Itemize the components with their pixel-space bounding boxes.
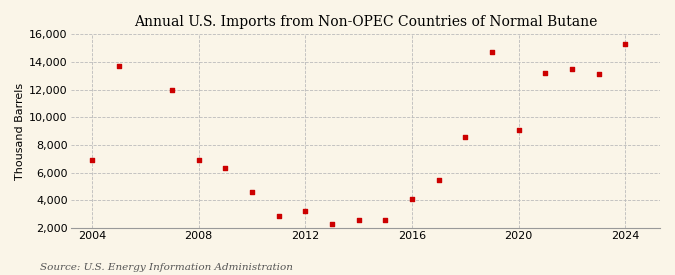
Point (540, 71, 551, 75)
Point (460, 134, 470, 139)
Point (246, 190, 257, 194)
Point (620, 42, 630, 46)
Point (273, 213, 284, 218)
Point (513, 128, 524, 132)
Point (406, 197, 417, 201)
Point (433, 177, 444, 182)
Title: Annual U.S. Imports from Non-OPEC Countries of Normal Butane: Annual U.S. Imports from Non-OPEC Countr… (134, 15, 597, 29)
Point (113, 64, 124, 68)
Y-axis label: Thousand Barrels: Thousand Barrels (15, 82, 25, 180)
Text: Source: U.S. Energy Information Administration: Source: U.S. Energy Information Administ… (40, 263, 294, 272)
Point (167, 87, 178, 92)
Point (300, 209, 310, 214)
Point (380, 218, 391, 222)
Point (327, 222, 338, 226)
Point (193, 158, 204, 163)
Point (353, 218, 364, 222)
Point (487, 50, 497, 54)
Point (220, 166, 231, 171)
Point (566, 67, 577, 71)
Point (593, 72, 604, 77)
Point (86, 158, 97, 163)
